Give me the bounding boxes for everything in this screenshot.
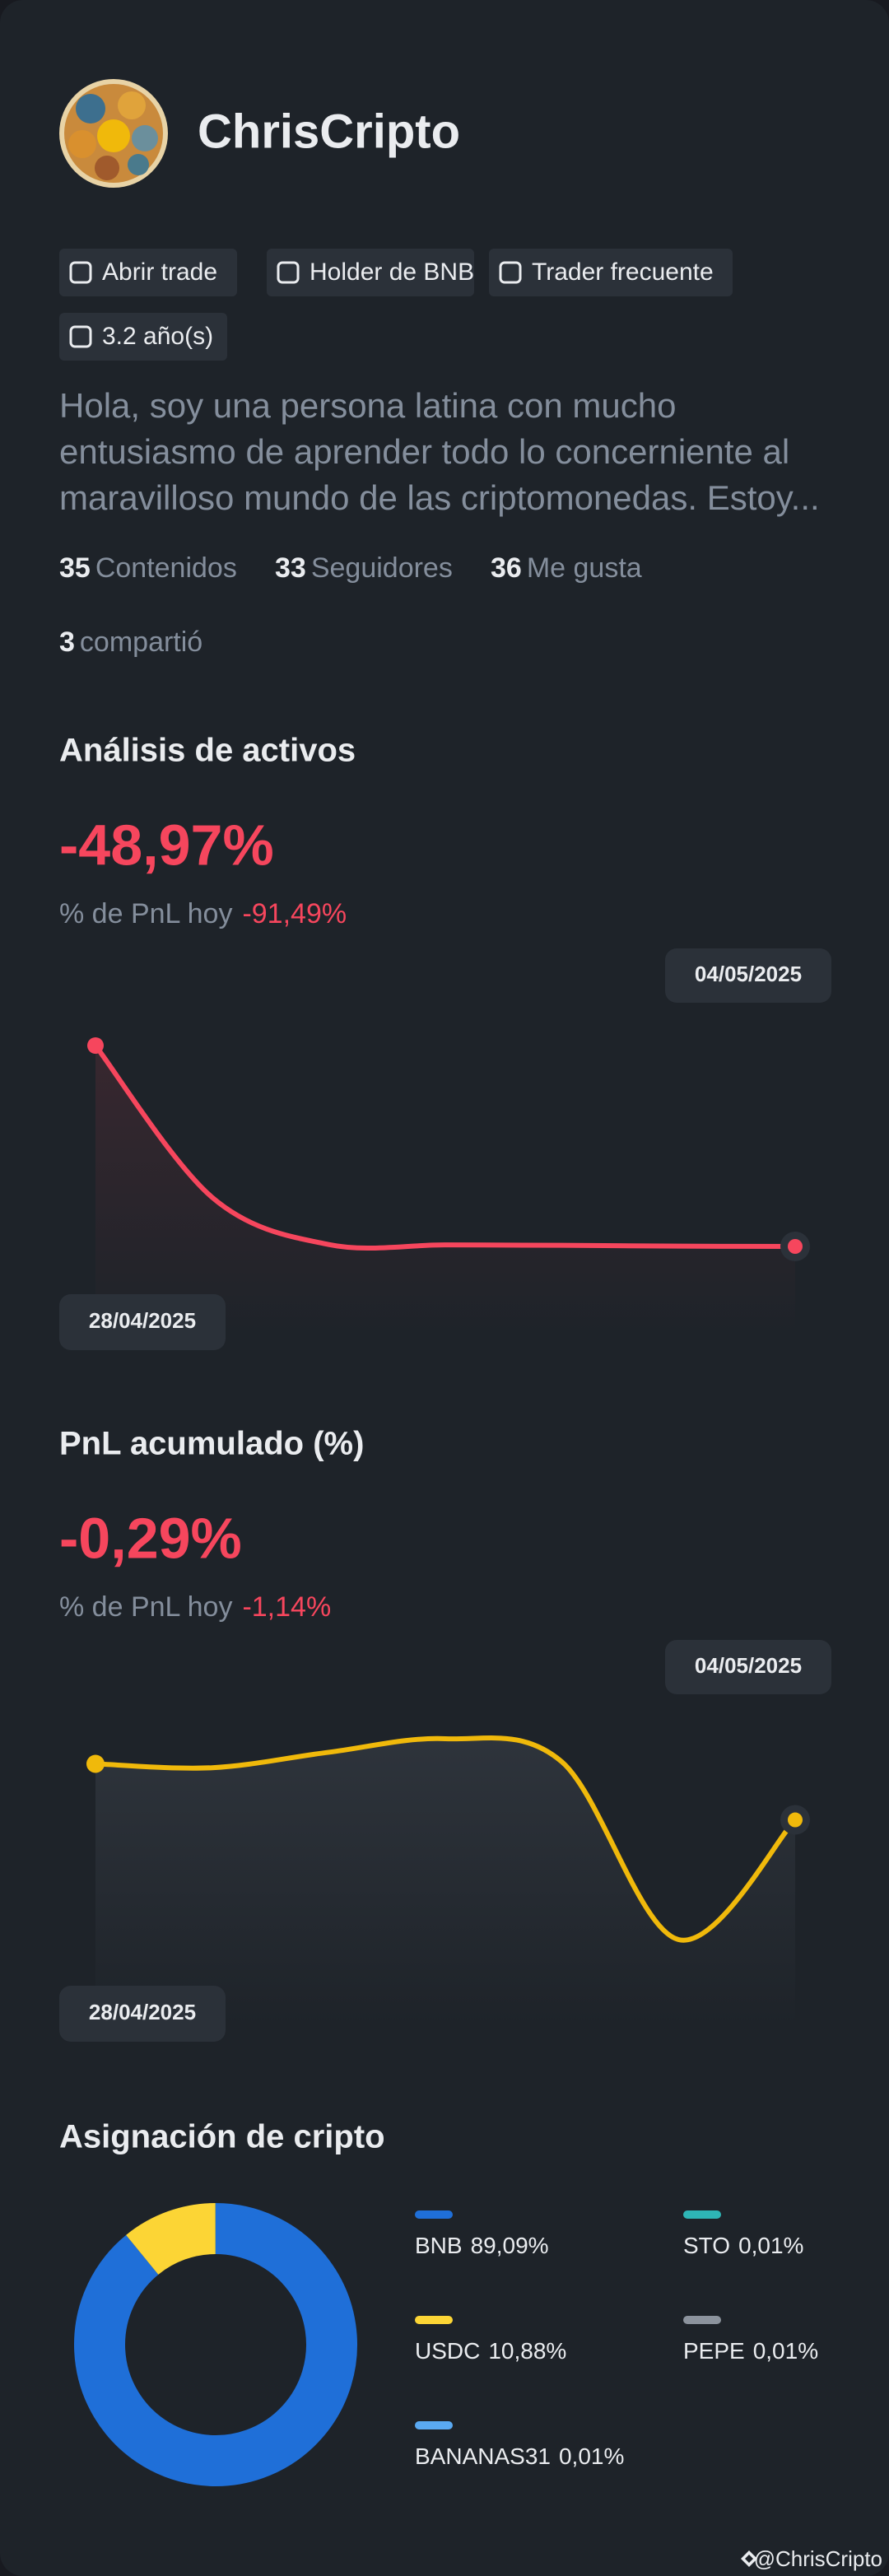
end-date: 04/05/2025 [695, 1653, 802, 1678]
avatar[interactable] [59, 79, 168, 188]
donut-slice [74, 2203, 357, 2486]
section-title: PnL acumulado (%) [59, 1426, 364, 1462]
badge-label: Holder de BNB [310, 259, 474, 286]
headline-value: -48,97% [59, 813, 274, 877]
line [93, 1735, 798, 1943]
stat[interactable]: 35 Contenidos [59, 552, 237, 584]
legend-value: 0,01% [738, 2233, 803, 2258]
legend-name: BNB [415, 2233, 463, 2258]
legend-value: 0,01% [753, 2338, 818, 2364]
end-date-box [665, 1640, 831, 1694]
legend-entry: USDC 10,88% [415, 2338, 566, 2364]
watermark-logo [741, 2550, 757, 2567]
pnl-label: % de PnL hoy [59, 1591, 232, 1623]
pnl-value: -91,49% [242, 898, 347, 929]
badge-label: Abrir trade [102, 259, 217, 286]
legend-value: 0,01% [559, 2443, 624, 2469]
legend-name: STO [683, 2233, 730, 2258]
legend-swatch [683, 2316, 721, 2324]
start-date: 28/04/2025 [89, 1308, 196, 1333]
badge-background [267, 249, 474, 296]
area-fill [95, 1738, 795, 2025]
badge[interactable]: Trader frecuente [489, 249, 733, 296]
stat-label: Me gusta [527, 552, 642, 584]
legend-name: BANANAS31 [415, 2443, 551, 2469]
username: ChrisCripto [198, 105, 460, 158]
legend-value: 89,09% [471, 2233, 549, 2258]
badge-label: 3.2 año(s) [102, 323, 213, 350]
legend-value: 10,88% [488, 2338, 566, 2364]
legend-swatch [683, 2210, 721, 2219]
end-date-box [665, 948, 831, 1003]
legend-swatch [415, 2316, 453, 2324]
badge-icon [69, 325, 92, 348]
start-date-box [59, 1986, 226, 2042]
section-title: Asignación de cripto [59, 2119, 385, 2155]
badge-background [489, 249, 733, 296]
stat[interactable]: 3 compartió [59, 627, 202, 658]
bio-line: maravilloso mundo de las criptomonedas. … [59, 478, 820, 517]
bio-line: entusiasmo de aprender todo lo concernie… [59, 432, 789, 471]
end-dot [788, 1812, 803, 1828]
stat-label: compartió [80, 627, 202, 658]
bio-line: Hola, soy una persona latina con mucho [59, 386, 676, 425]
stat[interactable]: 33 Seguidores [275, 552, 453, 584]
badge[interactable]: Abrir trade [59, 249, 237, 296]
badge-icon [499, 261, 522, 284]
legend-swatch [415, 2421, 453, 2429]
stat-value: 36 [491, 552, 522, 584]
badge-icon [277, 261, 300, 284]
line [93, 1043, 798, 1251]
start-date: 28/04/2025 [89, 2000, 196, 2024]
badge-label: Trader frecuente [532, 259, 714, 286]
donut-slice [126, 2203, 216, 2276]
legend-name: USDC [415, 2338, 480, 2364]
pnl-label: % de PnL hoy [59, 898, 232, 929]
pnl-value: -1,14% [242, 1591, 331, 1623]
watermark: @ChrisCripto [754, 2546, 882, 2571]
badge-background [59, 249, 237, 296]
stat-value: 33 [275, 552, 306, 584]
pnl-today: % de PnL hoy -1,14% [59, 1591, 331, 1623]
legend-entry: STO 0,01% [683, 2233, 803, 2258]
legend-swatch [415, 2210, 453, 2219]
stat-label: Seguidores [311, 552, 453, 584]
badge-icon [69, 261, 92, 284]
stat-value: 35 [59, 552, 91, 584]
start-dot [86, 1754, 105, 1773]
stat[interactable]: 36 Me gusta [491, 552, 642, 584]
pnl-today: % de PnL hoy -91,49% [59, 898, 347, 929]
start-dot [87, 1037, 104, 1054]
legend-entry: BNB 89,09% [415, 2233, 549, 2258]
end-dot [788, 1239, 803, 1254]
legend-entry: PEPE 0,01% [683, 2338, 818, 2364]
badge[interactable]: 3.2 año(s) [59, 313, 227, 361]
start-date-box [59, 1294, 226, 1350]
legend-name: PEPE [683, 2338, 745, 2364]
area-fill [95, 1046, 795, 1334]
badge[interactable]: Holder de BNB [267, 249, 474, 296]
section-title: Análisis de activos [59, 733, 356, 769]
stat-value: 3 [59, 627, 75, 658]
stat-label: Contenidos [95, 552, 237, 584]
badge-background [59, 313, 227, 361]
end-date: 04/05/2025 [695, 962, 802, 986]
headline-value: -0,29% [59, 1506, 242, 1570]
legend-entry: BANANAS31 0,01% [415, 2443, 624, 2469]
